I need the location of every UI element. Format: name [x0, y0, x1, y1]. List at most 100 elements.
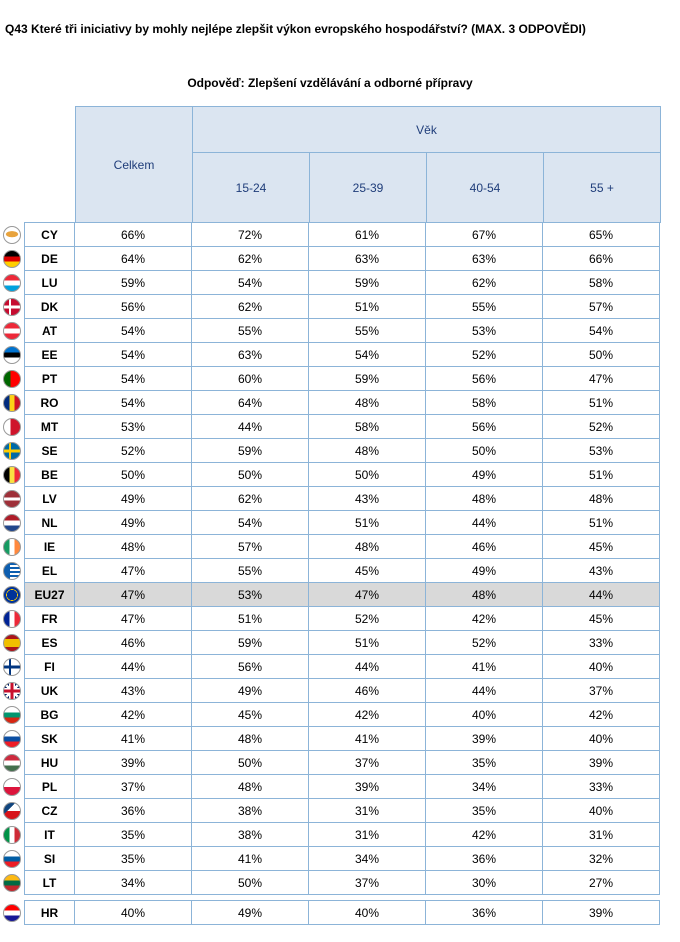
table-row: EE 54% 63% 54% 52% 50% — [0, 342, 660, 367]
value-55-plus: 51% — [542, 390, 660, 415]
flag-icon-nl — [3, 513, 21, 532]
value-55-plus: 37% — [542, 678, 660, 703]
table-row: BE 50% 50% 50% 49% 51% — [0, 462, 660, 487]
value-25-39: 42% — [308, 702, 426, 727]
answer-subtitle: Odpověď: Zlepšení vzdělávání a odborné p… — [187, 76, 473, 90]
flag-icon-mt — [3, 417, 21, 436]
value-40-54: 40% — [425, 702, 543, 727]
country-code: FR — [24, 606, 75, 631]
value-15-24: 62% — [191, 486, 309, 511]
value-total: 43% — [74, 678, 192, 703]
value-25-39: 58% — [308, 414, 426, 439]
value-40-54: 36% — [425, 900, 543, 925]
flag-icon-eu27 — [3, 585, 21, 604]
value-total: 46% — [74, 630, 192, 655]
value-15-24: 60% — [191, 366, 309, 391]
value-40-54: 42% — [425, 606, 543, 631]
flag-icon-de — [3, 249, 21, 268]
table-row: BG 42% 45% 42% 40% 42% — [0, 702, 660, 727]
value-55-plus: 39% — [542, 900, 660, 925]
value-25-39: 39% — [308, 774, 426, 799]
value-15-24: 59% — [191, 630, 309, 655]
value-15-24: 54% — [191, 270, 309, 295]
flag-icon-fi — [3, 657, 21, 676]
flag-icon-hr — [3, 903, 21, 922]
flag-icon-cz — [3, 801, 21, 820]
value-15-24: 55% — [191, 318, 309, 343]
value-25-39: 61% — [308, 222, 426, 247]
value-15-24: 50% — [191, 462, 309, 487]
header-age-40-54: 40-54 — [426, 152, 544, 223]
table-row: EL 47% 55% 45% 49% 43% — [0, 558, 660, 583]
value-15-24: 44% — [191, 414, 309, 439]
value-25-39: 55% — [308, 318, 426, 343]
country-code: CZ — [24, 798, 75, 823]
flag-icon-cy — [3, 225, 21, 244]
value-15-24: 41% — [191, 846, 309, 871]
value-40-54: 41% — [425, 654, 543, 679]
value-15-24: 62% — [191, 246, 309, 271]
value-25-39: 31% — [308, 798, 426, 823]
value-55-plus: 51% — [542, 510, 660, 535]
value-15-24: 38% — [191, 798, 309, 823]
value-total: 34% — [74, 870, 192, 895]
value-15-24: 72% — [191, 222, 309, 247]
value-40-54: 49% — [425, 462, 543, 487]
value-15-24: 54% — [191, 510, 309, 535]
value-total: 53% — [74, 414, 192, 439]
value-25-39: 63% — [308, 246, 426, 271]
flag-icon-lu — [3, 273, 21, 292]
value-25-39: 45% — [308, 558, 426, 583]
value-55-plus: 45% — [542, 606, 660, 631]
table-row: LT 34% 50% 37% 30% 27% — [0, 870, 660, 895]
country-code: EL — [24, 558, 75, 583]
value-total: 49% — [74, 510, 192, 535]
value-15-24: 48% — [191, 726, 309, 751]
table-row: SI 35% 41% 34% 36% 32% — [0, 846, 660, 871]
value-total: 48% — [74, 534, 192, 559]
country-code: DE — [24, 246, 75, 271]
value-25-39: 51% — [308, 510, 426, 535]
table-row: DE 64% 62% 63% 63% 66% — [0, 246, 660, 271]
value-55-plus: 50% — [542, 342, 660, 367]
value-55-plus: 31% — [542, 822, 660, 847]
value-total: 39% — [74, 750, 192, 775]
value-40-54: 55% — [425, 294, 543, 319]
value-55-plus: 27% — [542, 870, 660, 895]
value-25-39: 34% — [308, 846, 426, 871]
flag-cell — [0, 487, 25, 511]
flag-cell — [0, 847, 25, 871]
flag-cell — [0, 367, 25, 391]
value-55-plus: 47% — [542, 366, 660, 391]
table-row: AT 54% 55% 55% 53% 54% — [0, 318, 660, 343]
country-code: UK — [24, 678, 75, 703]
flag-icon-pt — [3, 369, 21, 388]
value-25-39: 59% — [308, 270, 426, 295]
table-row: LV 49% 62% 43% 48% 48% — [0, 486, 660, 511]
value-25-39: 51% — [308, 294, 426, 319]
flag-cell — [0, 751, 25, 775]
value-total: 42% — [74, 702, 192, 727]
flag-cell — [0, 679, 25, 703]
value-15-24: 63% — [191, 342, 309, 367]
value-55-plus: 33% — [542, 774, 660, 799]
country-code: PL — [24, 774, 75, 799]
flag-cell — [0, 415, 25, 439]
value-total: 41% — [74, 726, 192, 751]
table-row: CY 66% 72% 61% 67% 65% — [0, 222, 660, 247]
flag-icon-it — [3, 825, 21, 844]
flag-icon-pl — [3, 777, 21, 796]
value-40-54: 48% — [425, 486, 543, 511]
country-code: RO — [24, 390, 75, 415]
flag-cell — [0, 343, 25, 367]
country-code: IT — [24, 822, 75, 847]
value-total: 47% — [74, 606, 192, 631]
country-code: HU — [24, 750, 75, 775]
table-row: SK 41% 48% 41% 39% 40% — [0, 726, 660, 751]
table-row: SE 52% 59% 48% 50% 53% — [0, 438, 660, 463]
flag-cell — [0, 319, 25, 343]
value-40-54: 35% — [425, 798, 543, 823]
value-total: 47% — [74, 558, 192, 583]
value-total: 54% — [74, 342, 192, 367]
value-40-54: 52% — [425, 342, 543, 367]
